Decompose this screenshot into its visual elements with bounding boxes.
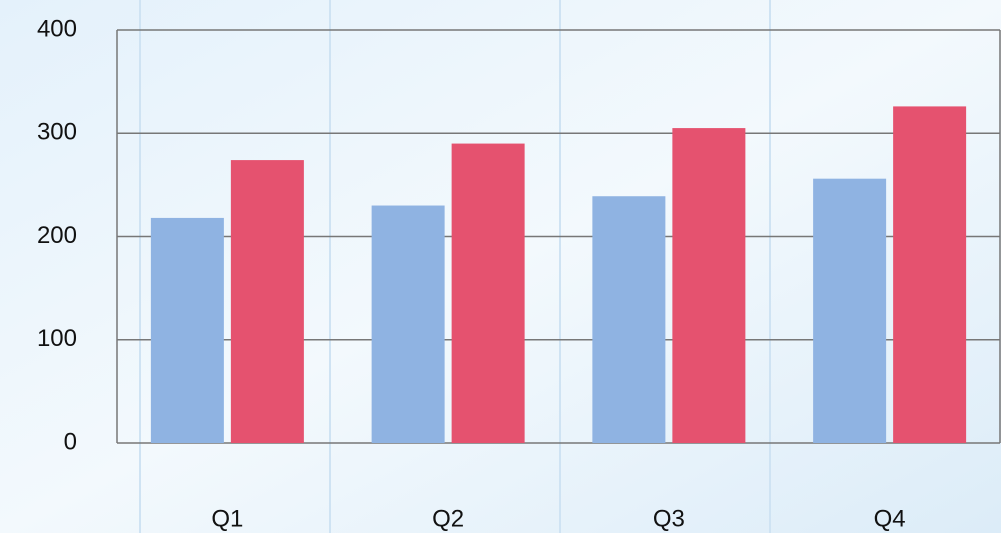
x-tick-label: Q4 <box>874 505 906 532</box>
bar <box>452 144 525 443</box>
y-tick-label: 200 <box>37 222 77 249</box>
bar <box>592 196 665 443</box>
bar <box>151 218 224 443</box>
page: 0100200300400Q1Q2Q3Q4 (() => { const dat… <box>0 0 1001 533</box>
bar <box>372 206 445 443</box>
bar <box>231 160 304 443</box>
x-tick-label: Q3 <box>653 505 685 532</box>
x-tick-label: Q1 <box>211 505 243 532</box>
y-tick-label: 400 <box>37 15 77 42</box>
y-tick-label: 0 <box>64 428 77 455</box>
y-tick-label: 100 <box>37 325 77 352</box>
chart: 0 100 200 300 400 Q1 Q2 Q3 Q4 <box>0 0 1001 533</box>
bar <box>813 179 886 443</box>
bar <box>893 106 966 443</box>
bar <box>672 128 745 443</box>
y-tick-label: 300 <box>37 119 77 146</box>
x-tick-label: Q2 <box>432 505 464 532</box>
